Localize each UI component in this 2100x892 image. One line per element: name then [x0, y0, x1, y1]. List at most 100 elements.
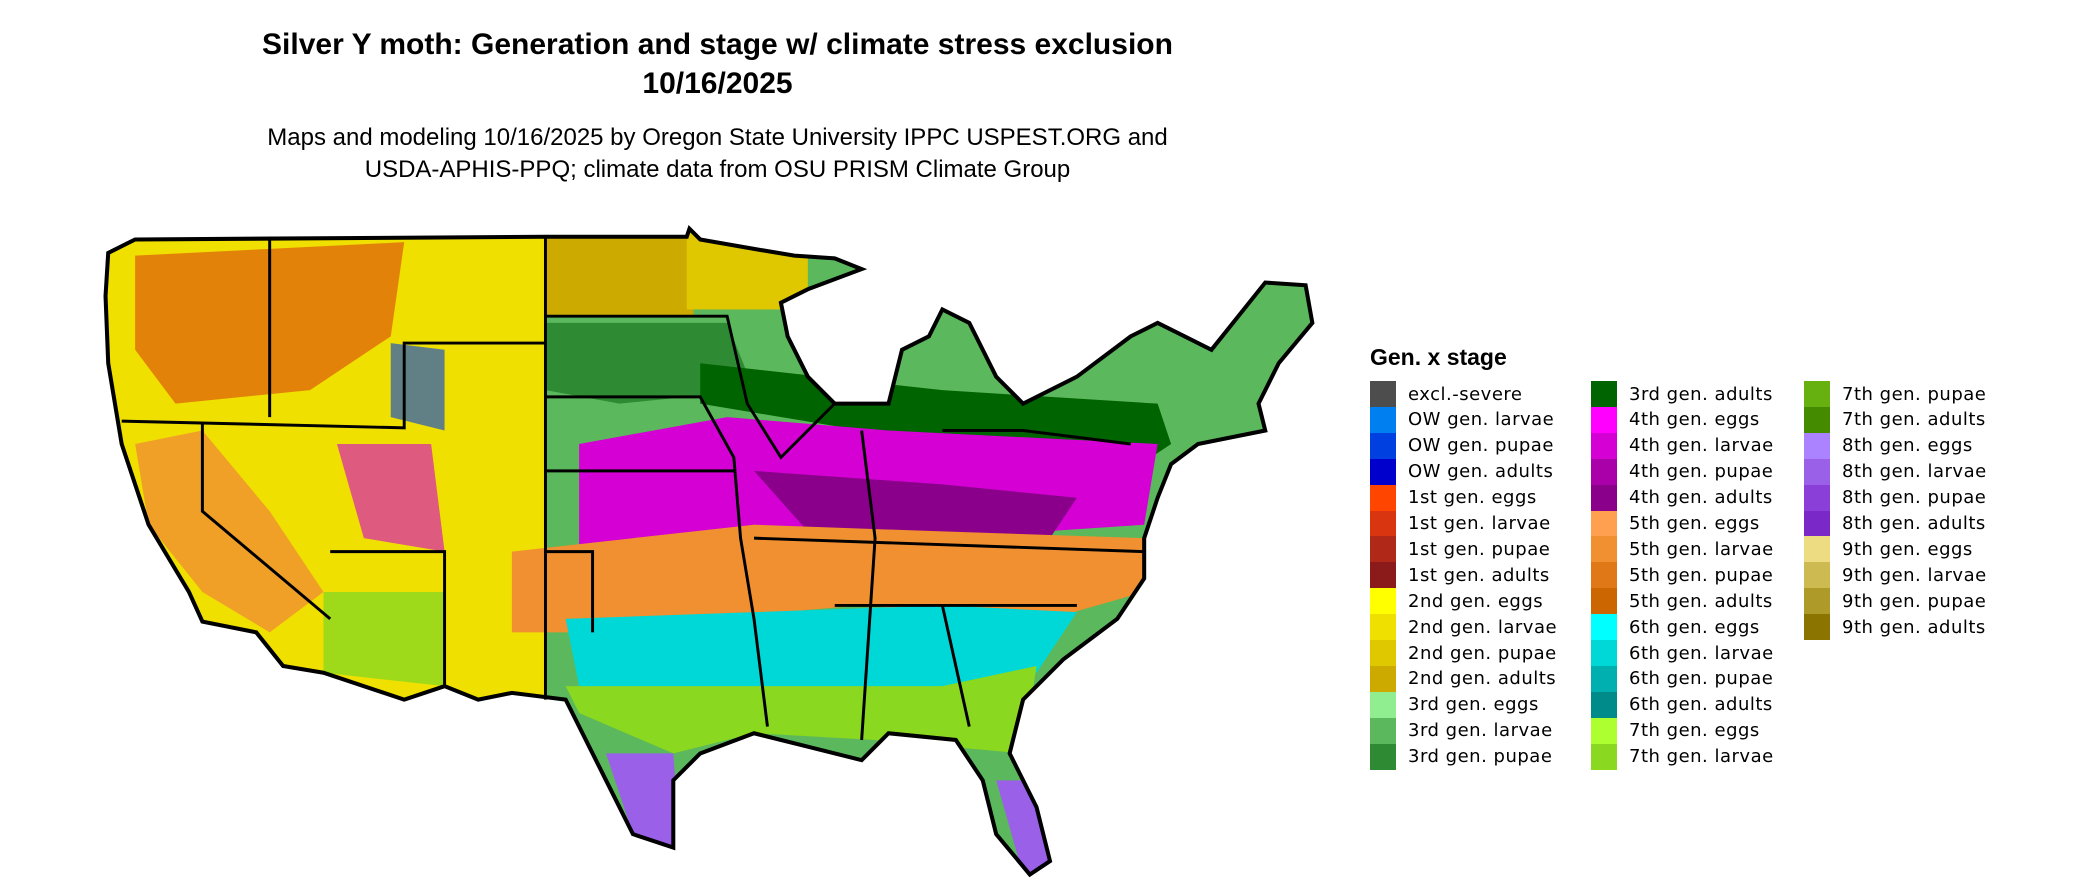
legend-label: 6th gen. larvae — [1629, 642, 1774, 664]
legend-swatch — [1370, 588, 1396, 615]
legend-swatch — [1370, 743, 1396, 770]
legend-swatch — [1591, 510, 1617, 537]
legend-label: 8th gen. eggs — [1842, 435, 1973, 457]
legend-swatch — [1370, 614, 1396, 641]
legend-item: 8th gen. pupae — [1804, 484, 1986, 511]
legend-item: 2nd gen. pupae — [1370, 640, 1557, 666]
legend-swatch — [1804, 381, 1830, 407]
legend-item: 3rd gen. larvae — [1370, 717, 1553, 744]
legend-label: OW gen. pupae — [1408, 435, 1554, 457]
region-4th-adults — [754, 470, 1077, 539]
legend-label: 2nd gen. larvae — [1408, 616, 1558, 638]
legend-swatch — [1370, 406, 1396, 433]
legend-item: 3rd gen. pupae — [1370, 743, 1553, 770]
legend-label: 7th gen. eggs — [1629, 720, 1760, 742]
legend-item: 3rd gen. eggs — [1370, 691, 1539, 718]
legend-label: 6th gen. eggs — [1629, 616, 1760, 638]
legend-item: 5th gen. pupae — [1591, 562, 1774, 589]
legend-swatch — [1804, 614, 1830, 641]
map-title: Silver Y moth: Generation and stage w/ c… — [262, 28, 1173, 61]
legend-item: 8th gen. adults — [1804, 510, 1986, 537]
legend-item: 1st gen. pupae — [1370, 536, 1551, 563]
legend-item: 2nd gen. adults — [1370, 665, 1557, 692]
legend-swatch — [1591, 614, 1617, 641]
legend-item: 4th gen. eggs — [1591, 406, 1760, 433]
legend-label: 1st gen. larvae — [1408, 513, 1551, 534]
legend-item: 7th gen. eggs — [1591, 717, 1760, 744]
legend-label: 3rd gen. pupae — [1408, 746, 1553, 768]
legend-swatch — [1804, 588, 1830, 615]
legend-item: 9th gen. eggs — [1804, 536, 1973, 563]
legend-title: Gen. x stage — [1370, 344, 1507, 370]
legend-swatch — [1591, 484, 1617, 511]
region-arizona — [323, 591, 445, 687]
legend-swatch — [1591, 665, 1617, 692]
legend-item: 5th gen. adults — [1591, 588, 1773, 615]
state-borders — [121, 236, 1145, 741]
legend-swatch — [1370, 484, 1396, 511]
legend-item: 4th gen. adults — [1591, 484, 1773, 511]
legend-swatch — [1804, 562, 1830, 589]
legend-label: 5th gen. larvae — [1629, 538, 1774, 560]
legend-swatch — [1591, 691, 1617, 718]
legend-label: 3rd gen. larvae — [1408, 720, 1553, 742]
legend-label: 3rd gen. eggs — [1408, 694, 1539, 716]
map-subtitle-line2: USDA-APHIS-PPQ; climate data from OSU PR… — [364, 156, 1071, 183]
legend-swatch — [1591, 458, 1617, 485]
legend-swatch — [1370, 432, 1396, 459]
legend-label: 1st gen. adults — [1408, 564, 1550, 586]
legend-swatch — [1370, 691, 1396, 718]
legend-item: 2nd gen. eggs — [1370, 588, 1544, 615]
legend-label: 5th gen. eggs — [1629, 513, 1760, 534]
legend-item: 1st gen. larvae — [1370, 510, 1551, 537]
legend-label: 5th gen. pupae — [1629, 564, 1774, 586]
region-north-dakota — [545, 228, 694, 317]
legend-label: 4th gen. larvae — [1629, 435, 1774, 457]
legend-swatch — [1370, 536, 1396, 563]
legend-label: 4th gen. pupae — [1629, 461, 1774, 483]
legend-item: 8th gen. eggs — [1804, 432, 1973, 459]
legend-swatch — [1370, 665, 1396, 692]
legend-label: 7th gen. adults — [1842, 409, 1986, 431]
legend-label: 8th gen. larvae — [1842, 461, 1987, 483]
legend-swatch — [1370, 640, 1396, 666]
legend-item: 6th gen. larvae — [1591, 640, 1774, 666]
legend-swatch — [1591, 406, 1617, 433]
map-date: 10/16/2025 — [642, 67, 793, 100]
legend-label: 5th gen. adults — [1629, 590, 1773, 612]
legend-label: 1st gen. pupae — [1408, 538, 1551, 560]
legend-item: OW gen. pupae — [1370, 432, 1554, 459]
legend-item: 4th gen. larvae — [1591, 432, 1774, 459]
legend-label: 1st gen. eggs — [1408, 487, 1537, 509]
legend-label: 9th gen. adults — [1842, 616, 1986, 638]
legend-label: 6th gen. adults — [1629, 694, 1773, 716]
legend-swatch — [1591, 640, 1617, 666]
legend-label: 2nd gen. eggs — [1408, 590, 1544, 612]
legend-item: 6th gen. adults — [1591, 691, 1773, 718]
legend-item: 9th gen. pupae — [1804, 588, 1987, 615]
legend-swatch — [1804, 458, 1830, 485]
legend-item: 3rd gen. adults — [1591, 381, 1773, 407]
legend-item: 9th gen. adults — [1804, 614, 1986, 641]
legend-label: 4th gen. eggs — [1629, 409, 1760, 431]
map-subtitle-line1: Maps and modeling 10/16/2025 by Oregon S… — [267, 124, 1168, 151]
legend-swatch — [1804, 510, 1830, 537]
legend-label: OW gen. larvae — [1408, 409, 1555, 431]
legend-swatch — [1804, 484, 1830, 511]
legend-item: 8th gen. larvae — [1804, 458, 1987, 485]
legend-label: 7th gen. pupae — [1842, 383, 1987, 405]
us-outline — [103, 224, 1315, 878]
legend-label: 2nd gen. adults — [1408, 668, 1557, 690]
legend-item: OW gen. larvae — [1370, 406, 1555, 433]
region-ow-gen — [390, 343, 445, 431]
region-8th-texas — [606, 753, 681, 848]
legend-item: 6th gen. pupae — [1591, 665, 1774, 692]
legend-item: 1st gen. eggs — [1370, 484, 1537, 511]
legend-swatch — [1591, 743, 1617, 770]
legend-swatch — [1804, 406, 1830, 433]
legend-swatch — [1370, 510, 1396, 537]
legend-item: 7th gen. adults — [1804, 406, 1986, 433]
legend-item: 9th gen. larvae — [1804, 562, 1987, 589]
legend-label: 9th gen. pupae — [1842, 590, 1987, 612]
legend-label: 6th gen. pupae — [1629, 668, 1774, 690]
